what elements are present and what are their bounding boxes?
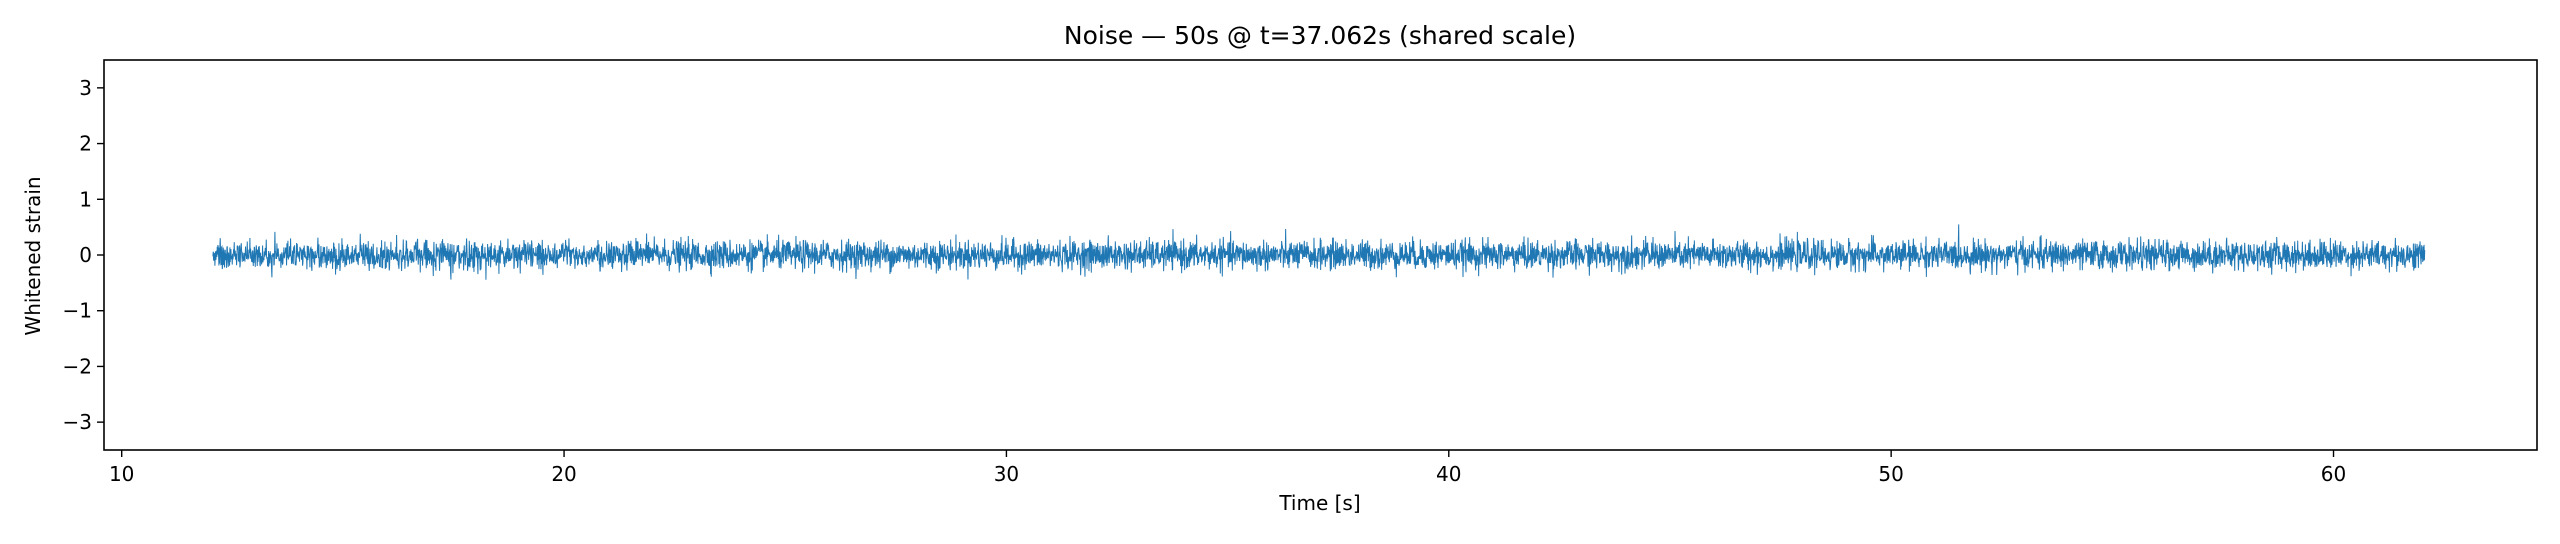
y-tick-label: −3 [63, 410, 92, 434]
y-axis: −3 −2 −1 0 1 2 3 [63, 76, 104, 434]
x-tick-label: 10 [109, 462, 134, 486]
x-tick-label: 30 [994, 462, 1019, 486]
y-tick-label: −1 [63, 299, 92, 323]
noise-series-line [212, 224, 2426, 280]
x-axis-label: Time [s] [1278, 491, 1360, 515]
y-tick-label: 0 [79, 243, 92, 267]
x-tick-label: 50 [1878, 462, 1903, 486]
x-tick-label: 40 [1436, 462, 1461, 486]
chart-title: Noise — 50s @ t=37.062s (shared scale) [1064, 21, 1576, 50]
x-axis: 10 20 30 40 50 60 [109, 450, 2346, 486]
y-tick-label: 1 [79, 187, 92, 211]
y-axis-label: Whitened strain [21, 176, 45, 335]
x-tick-label: 20 [551, 462, 576, 486]
x-tick-label: 60 [2321, 462, 2346, 486]
plot-area [212, 224, 2426, 280]
y-tick-label: 2 [79, 132, 92, 156]
y-tick-label: −2 [63, 354, 92, 378]
y-tick-label: 3 [79, 76, 92, 100]
